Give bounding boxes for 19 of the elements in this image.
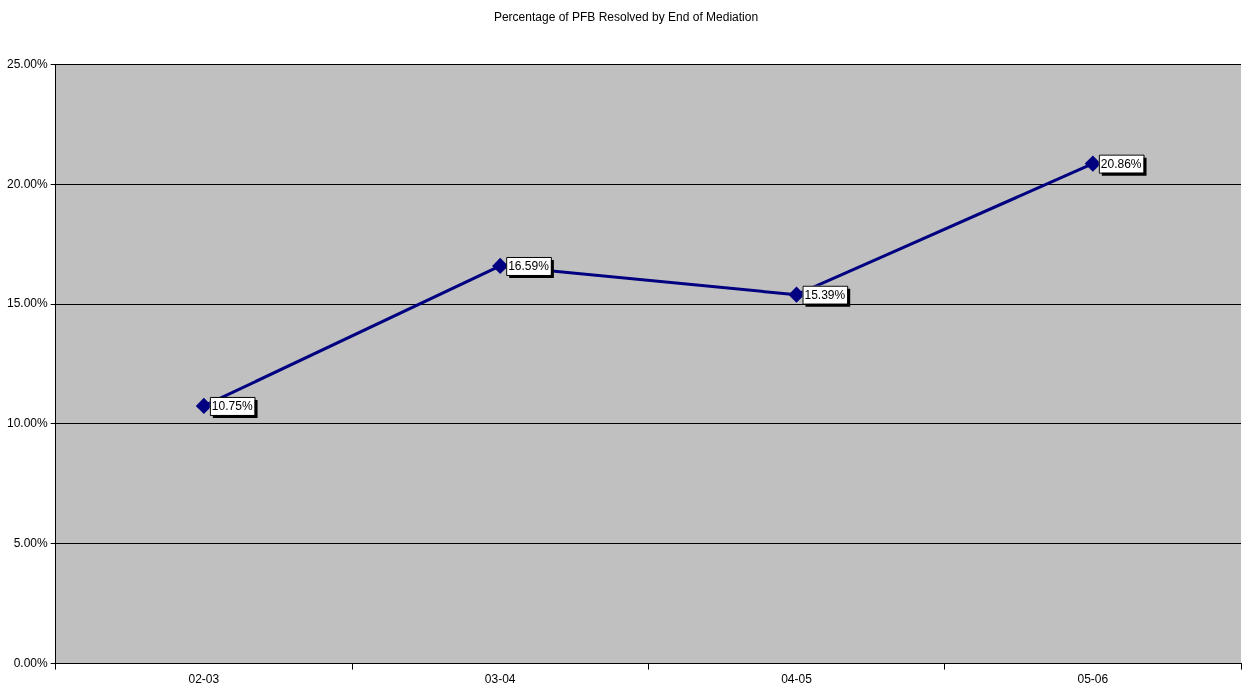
y-tick-label: 15.00% (7, 296, 49, 311)
point (1085, 156, 1101, 172)
data-label: 15.39% (804, 288, 846, 303)
y-tick-label: 10.00% (7, 416, 49, 431)
chart-title: Percentage of PFB Resolved by End of Mediation (493, 9, 759, 24)
y-tick-label: 25.00% (7, 56, 49, 71)
x-tick-label: 04-05 (781, 672, 813, 687)
y-tick-label: 20.00% (7, 176, 49, 191)
x-tick-label: 02-03 (188, 672, 220, 687)
data-label: 16.59% (508, 259, 550, 274)
x-tick-label: 05-06 (1077, 672, 1109, 687)
x-tick-label: 03-04 (484, 672, 516, 687)
data-label: 20.86% (1100, 156, 1142, 171)
point (196, 398, 212, 414)
point (492, 258, 508, 274)
y-tick-label: 5.00% (13, 536, 49, 551)
y-tick-label: 0.00% (13, 655, 49, 670)
data-label: 10.75% (211, 399, 253, 414)
point (789, 287, 805, 303)
